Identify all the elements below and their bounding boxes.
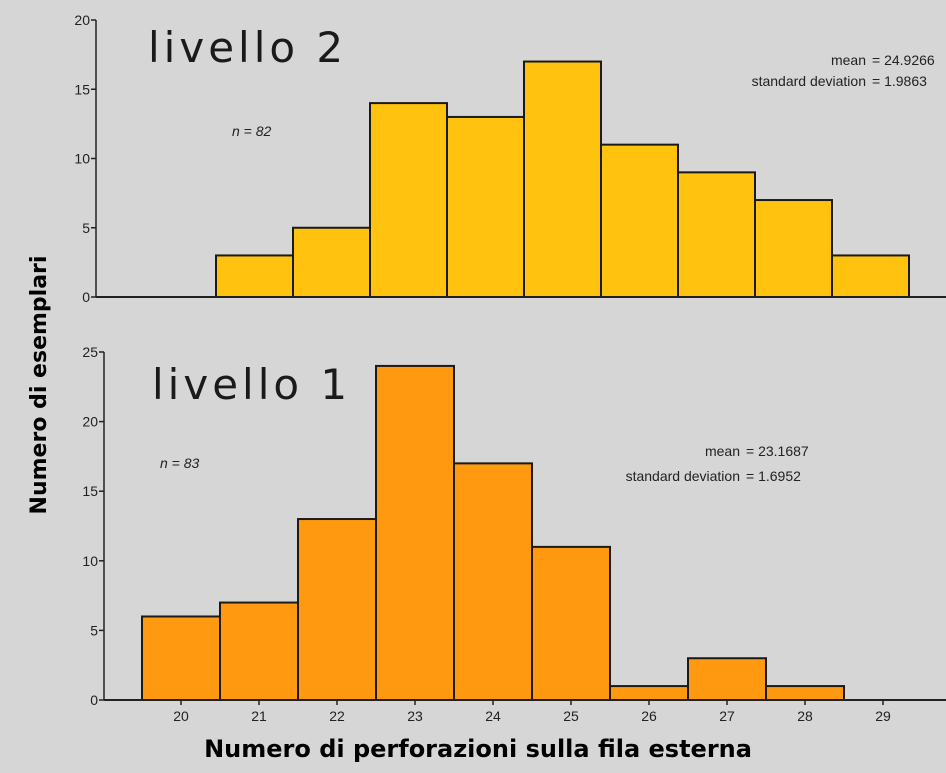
y-tick-label: 5 xyxy=(90,622,98,638)
histogram-bar-28 xyxy=(754,199,833,298)
x-tick-label: 23 xyxy=(407,708,423,724)
histogram-bar-23 xyxy=(375,364,455,701)
histogram-bar-26 xyxy=(600,143,679,298)
x-tick-label: 20 xyxy=(173,708,189,724)
histogram-bar-23 xyxy=(369,102,448,298)
x-tick-label: 25 xyxy=(563,708,579,724)
histogram-bar-27 xyxy=(677,171,756,299)
y-axis-title: Numero di esemplari xyxy=(27,256,52,515)
x-tick-label: 28 xyxy=(797,708,813,724)
x-tick-label: 21 xyxy=(251,708,267,724)
histogram-bar-27 xyxy=(687,657,767,701)
histogram-bar-22 xyxy=(297,518,377,701)
histogram-bar-28 xyxy=(765,685,845,702)
std-dev-label: standard deviation xyxy=(752,73,866,89)
histogram-bar-26 xyxy=(609,685,689,702)
y-tick-label: 20 xyxy=(74,12,90,28)
histogram-bar-22 xyxy=(292,226,371,298)
panel-livello-1: livello 1 n = 83 mean = 23.1687 standard… xyxy=(82,344,946,724)
histogram-bar-25 xyxy=(523,60,602,298)
y-tick-label: 15 xyxy=(74,81,90,97)
mean-label: mean xyxy=(705,443,740,459)
histogram-bar-20 xyxy=(141,615,221,701)
y-tick-label: 5 xyxy=(82,220,90,236)
y-tick-label: 10 xyxy=(82,553,98,569)
mean-value: = 23.1687 xyxy=(746,443,809,459)
sample-size-label: n = 83 xyxy=(160,455,200,471)
x-axis-title: Numero di perforazioni sulla fila estern… xyxy=(204,735,752,763)
sample-size-label: n = 82 xyxy=(232,123,272,139)
x-tick-label: 22 xyxy=(329,708,345,724)
y-tick-label: 0 xyxy=(82,289,90,305)
y-tick-label: 25 xyxy=(82,344,98,360)
mean-label: mean xyxy=(831,52,866,68)
x-axis-ticks: 20 21 22 23 24 25 26 27 28 29 xyxy=(173,700,891,724)
panel-livello-2: livello 2 n = 82 mean = 24.9266 standard… xyxy=(74,12,946,305)
bars xyxy=(141,364,845,702)
x-tick-label: 29 xyxy=(875,708,891,724)
y-axis-ticks: 0 5 10 15 20 25 xyxy=(82,344,104,708)
std-dev-value: = 1.9863 xyxy=(872,73,927,89)
x-tick-label: 27 xyxy=(719,708,735,724)
histogram-bar-25 xyxy=(531,545,611,701)
x-tick-label: 26 xyxy=(641,708,657,724)
histogram-bar-24 xyxy=(446,115,525,298)
std-dev-label: standard deviation xyxy=(626,468,740,484)
histogram-bar-24 xyxy=(453,462,533,701)
x-tick-label: 24 xyxy=(485,708,501,724)
y-tick-label: 20 xyxy=(82,414,98,430)
panel-title: livello 2 xyxy=(148,23,347,72)
panel-title: livello 1 xyxy=(152,360,351,409)
histogram-bar-21 xyxy=(219,601,299,701)
y-tick-label: 15 xyxy=(82,483,98,499)
y-tick-label: 10 xyxy=(74,151,90,167)
bars xyxy=(215,60,910,299)
y-axis-ticks: 0 5 10 15 20 xyxy=(74,12,96,305)
histogram-bar-21 xyxy=(215,254,294,298)
mean-value: = 24.9266 xyxy=(872,52,935,68)
std-dev-value: = 1.6952 xyxy=(746,468,801,484)
y-tick-label: 0 xyxy=(90,692,98,708)
histogram-bar-29 xyxy=(831,254,910,298)
